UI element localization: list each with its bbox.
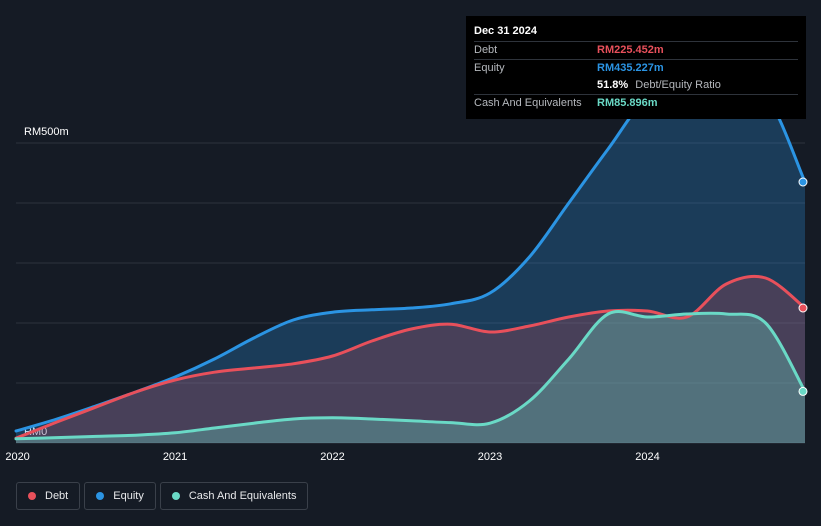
series-line-cash (14, 310, 807, 441)
tooltip-row-equity: Equity RM435.227m (474, 59, 798, 77)
x-tick-label-2021: 2021 (163, 451, 187, 463)
tooltip-row-ratio: 51.8% Debt/Equity Ratio (474, 77, 798, 94)
legend-item-debt[interactable]: Debt (16, 482, 81, 510)
series-line-debt (14, 274, 807, 440)
series-area-equity (16, 87, 805, 443)
x-tick-label-2023: 2023 (478, 451, 502, 463)
series-end-marker-debt (798, 303, 808, 313)
tooltip-equity-label: Equity (474, 62, 505, 74)
tooltip-ratio-wrap: 51.8% Debt/Equity Ratio (597, 77, 721, 94)
series-end-marker-cash (798, 386, 808, 396)
tooltip-ratio-label (474, 77, 597, 94)
series-end-marker-equity (798, 177, 808, 187)
legend-label-equity: Equity (113, 490, 144, 502)
tooltip-date: Dec 31 2024 (474, 25, 537, 37)
legend-item-cash[interactable]: Cash And Equivalents (159, 482, 309, 510)
legend-label-debt: Debt (45, 490, 69, 502)
tooltip-equity-value: RM435.227m (597, 62, 664, 74)
tooltip-ratio-value: 51.8% (597, 79, 629, 91)
legend-dot-debt-icon (28, 492, 36, 500)
tooltip-cash-value: RM85.896m (597, 97, 658, 109)
legend-item-equity[interactable]: Equity (84, 482, 156, 510)
tooltip-cash-label: Cash And Equivalents (474, 97, 582, 109)
series-area-debt (16, 276, 805, 443)
legend-label-cash: Cash And Equivalents (188, 490, 297, 502)
chart-tooltip: Dec 31 2024 Debt RM225.452m Equity RM435… (466, 16, 806, 119)
tooltip-ratio-sub: Debt/Equity Ratio (635, 79, 721, 91)
legend-dot-equity-icon (96, 492, 105, 500)
y-axis-top-label: RM500m (24, 126, 69, 138)
series-area-cash (16, 311, 805, 443)
x-tick-label-2024: 2024 (635, 451, 659, 463)
tooltip-debt-label: Debt (474, 44, 498, 56)
chart-legend: Debt Equity Cash And Equivalents (16, 482, 312, 510)
tooltip-row-cash: Cash And Equivalents RM85.896m (474, 94, 798, 112)
x-tick-label-2020: 2020 (5, 451, 29, 463)
x-tick-label-2022: 2022 (320, 451, 344, 463)
tooltip-row-debt: Debt RM225.452m (474, 41, 798, 59)
legend-dot-cash-icon (171, 492, 180, 500)
tooltip-debt-value: RM225.452m (597, 44, 664, 56)
